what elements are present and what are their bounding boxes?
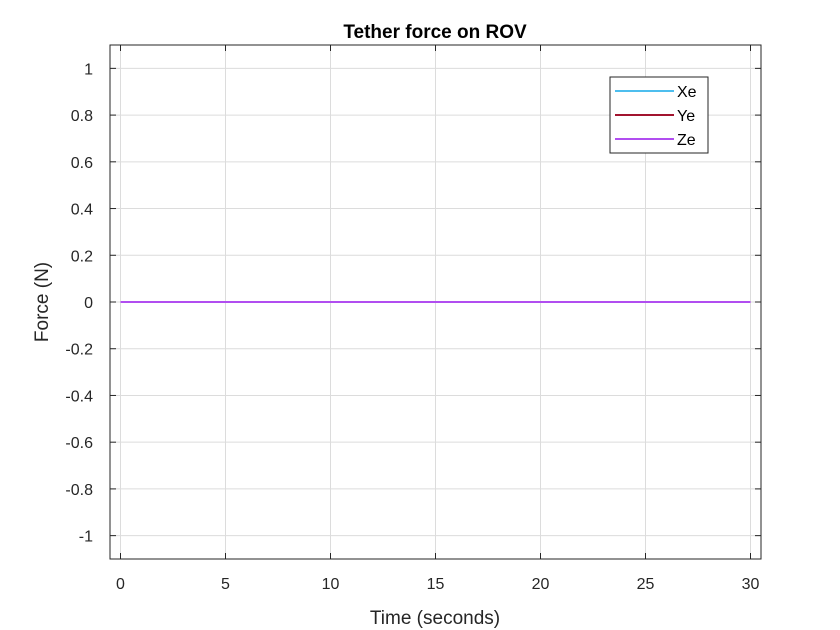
y-tick-label: -0.6 [65,435,93,452]
y-tick-label: -0.8 [65,482,93,499]
y-tick-label: 0.6 [71,155,93,172]
x-tick-label: 20 [532,576,550,593]
y-tick-label: -0.2 [65,342,93,359]
x-tick-label: 5 [221,576,230,593]
x-axis-label: Time (seconds) [370,608,500,629]
chart-title: Tether force on ROV [343,22,527,43]
x-tick-label: 30 [742,576,760,593]
ticks: 0 5 10 15 20 25 30 -1 -0.8 -0.6 -0.4 -0.2 0 0.2 0.4 0.6… [65,45,761,593]
y-tick-label: -1 [79,529,93,546]
x-tick-label: 25 [637,576,655,593]
x-tick-label: 0 [116,576,125,593]
y-tick-label: -0.4 [65,388,93,405]
legend-label-xe: Xe [677,84,697,101]
legend-label-ye: Ye [677,108,695,125]
y-tick-label: 1 [84,61,93,78]
x-tick-label: 10 [322,576,340,593]
y-tick-label: 0.4 [71,202,93,219]
y-tick-label: 0.8 [71,108,93,125]
y-axis-label: Force (N) [32,262,53,342]
y-tick-label: 0 [84,295,93,312]
legend[interactable]: Xe Ye Ze [609,76,709,154]
y-tick-label: 0.2 [71,248,93,265]
legend-label-ze: Ze [677,132,696,149]
x-tick-label: 15 [427,576,445,593]
